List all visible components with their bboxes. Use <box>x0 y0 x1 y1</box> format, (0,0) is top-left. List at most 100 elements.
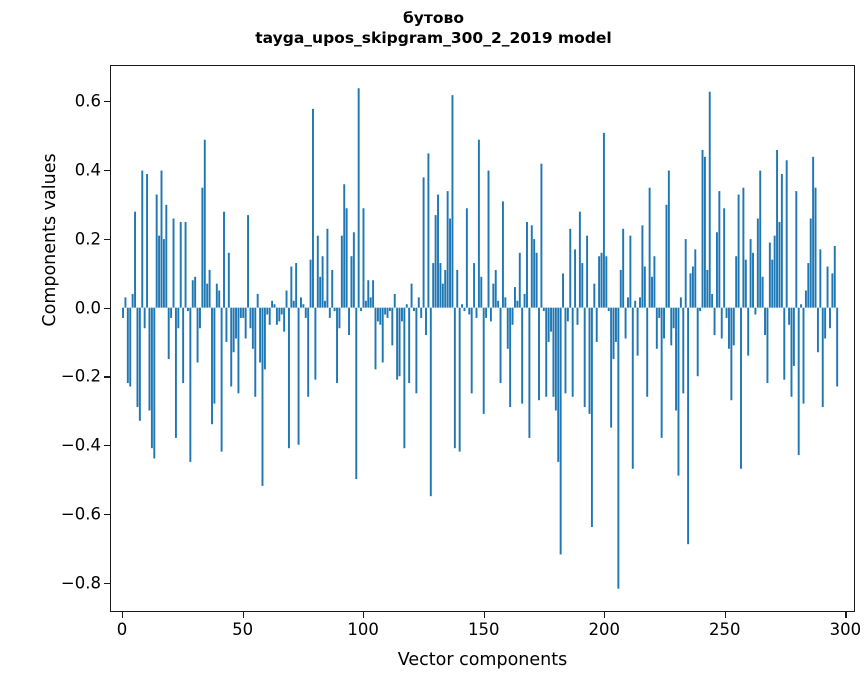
x-tick-mark <box>604 612 606 618</box>
bar <box>776 149 779 308</box>
bar <box>562 273 565 308</box>
bar <box>223 211 225 308</box>
bar <box>504 297 507 308</box>
bar <box>530 225 533 308</box>
bar <box>752 252 754 308</box>
y-tick-mark <box>104 376 110 378</box>
bar <box>699 307 702 312</box>
bar <box>391 307 394 346</box>
bar <box>215 283 218 308</box>
bar <box>417 297 420 308</box>
x-axis-tick-labels: 0 50 100 150 200 250 300 <box>0 620 867 646</box>
bar <box>230 307 233 387</box>
bar <box>379 307 382 325</box>
bar <box>812 156 815 308</box>
y-axis-label: Components values <box>40 153 60 327</box>
bar <box>744 259 747 308</box>
bar <box>299 297 302 308</box>
bar <box>614 307 617 342</box>
bar <box>283 307 286 332</box>
bar <box>761 276 764 308</box>
bar <box>694 249 697 308</box>
bar <box>691 266 694 308</box>
bar <box>740 307 742 469</box>
bar <box>480 276 483 308</box>
bar <box>405 304 408 308</box>
bar <box>451 95 454 308</box>
bar <box>398 307 401 377</box>
bar <box>696 307 699 377</box>
bar <box>206 283 209 308</box>
bar <box>643 266 646 308</box>
bar <box>566 307 569 322</box>
bar <box>393 293 396 308</box>
bar <box>780 173 783 308</box>
bar <box>554 307 557 411</box>
bar <box>309 259 312 308</box>
bar <box>186 307 189 312</box>
bar <box>396 307 399 380</box>
bar <box>357 88 360 308</box>
bar <box>458 307 461 452</box>
x-tick-label: 100 <box>347 620 379 639</box>
x-tick-mark <box>363 612 365 618</box>
bar <box>800 304 803 308</box>
bar <box>381 307 384 363</box>
bar <box>651 276 653 308</box>
bar <box>194 276 197 308</box>
bar <box>725 307 728 318</box>
bar <box>278 307 281 322</box>
bar <box>612 307 615 360</box>
y-tick-mark <box>104 513 110 516</box>
bar <box>667 170 670 308</box>
bar <box>778 221 781 308</box>
y-tick-label: −0.6 <box>60 504 101 524</box>
bar <box>470 307 473 394</box>
bar <box>506 307 509 349</box>
x-tick-label: 250 <box>709 620 741 639</box>
bar <box>629 235 632 308</box>
bar <box>227 252 230 308</box>
bar <box>153 307 156 459</box>
bar <box>422 177 425 308</box>
bar <box>307 307 310 397</box>
bar <box>172 218 175 308</box>
bar <box>713 307 716 336</box>
bar <box>636 307 639 356</box>
y-tick-label: 0.2 <box>74 229 101 249</box>
bar <box>684 239 687 308</box>
bar <box>689 273 692 308</box>
bar <box>384 307 387 315</box>
bar <box>703 156 706 308</box>
bar <box>189 307 192 462</box>
bar <box>292 300 295 308</box>
bar <box>251 307 254 349</box>
bar <box>670 307 673 346</box>
y-axis-tick-labels: −0.8 −0.6 −0.4 −0.2 0.0 0.2 0.4 0.6 <box>0 0 101 696</box>
bar <box>287 307 290 449</box>
chart-title: бутово tayga_upos_skipgram_300_2_2019 mo… <box>0 8 867 48</box>
bar <box>533 239 536 308</box>
bar <box>538 307 540 401</box>
y-tick-label: 0.6 <box>74 91 101 111</box>
bar <box>687 307 690 545</box>
bar <box>730 307 733 401</box>
bar <box>727 307 730 349</box>
bar <box>456 269 459 308</box>
bar <box>605 256 608 308</box>
bar <box>807 263 810 308</box>
x-tick-mark <box>242 612 244 618</box>
bar <box>331 269 334 308</box>
bar <box>660 307 663 438</box>
bar <box>321 256 324 308</box>
bar <box>158 235 161 308</box>
bar <box>785 160 788 308</box>
bar <box>345 208 348 308</box>
bar <box>475 307 478 318</box>
bar <box>211 307 213 425</box>
bar <box>468 307 471 315</box>
bar <box>545 307 548 397</box>
bar <box>571 307 574 397</box>
bar <box>581 263 584 308</box>
bar <box>708 91 711 308</box>
